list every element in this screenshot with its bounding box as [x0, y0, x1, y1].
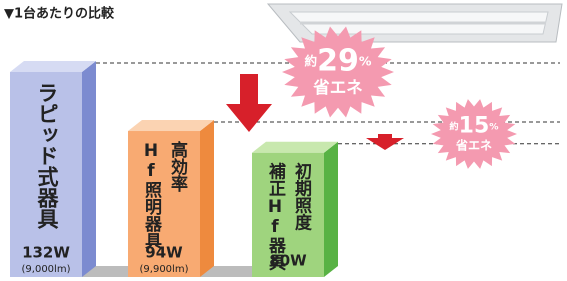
ceiling-light — [268, 4, 562, 42]
page: ▼1台あたりの比較 ラピッド式器具 132W (9,000lm) 高効率Hf照明器具9… — [0, 0, 567, 281]
savings-suffix: % — [489, 121, 498, 132]
savings-suffix: % — [359, 53, 372, 68]
bar-top — [252, 142, 338, 153]
bar-side — [200, 120, 214, 277]
category-label: ラピッド式器具 — [35, 82, 60, 230]
bar-top — [10, 61, 96, 72]
savings-prefix: 約 — [305, 53, 318, 68]
savings-prefix: 約 — [449, 120, 458, 132]
chart: ▼1台あたりの比較 ラピッド式器具 132W (9,000lm) 高効率Hf照明器具9… — [0, 0, 567, 281]
bar-top — [128, 120, 214, 131]
value-label: 132W — [22, 244, 70, 262]
bar-side — [324, 142, 338, 277]
value-label: 80W — [269, 252, 307, 270]
category-label: Hf照明器具 — [141, 141, 163, 250]
savings-value: 15 — [459, 113, 490, 138]
value-label: 94W — [145, 244, 183, 262]
category-label: 初期照度 — [291, 162, 312, 232]
sub-label: (9,000lm) — [22, 264, 71, 275]
category-label: 高効率 — [167, 140, 188, 193]
savings-caption: 省エネ — [455, 138, 492, 153]
chart-title: ▼1台あたりの比較 — [4, 6, 115, 22]
bar-side — [82, 61, 96, 277]
sub-label: (9,900lm) — [140, 264, 189, 275]
savings-caption: 省エネ — [312, 77, 363, 97]
savings-value: 29 — [317, 43, 359, 78]
